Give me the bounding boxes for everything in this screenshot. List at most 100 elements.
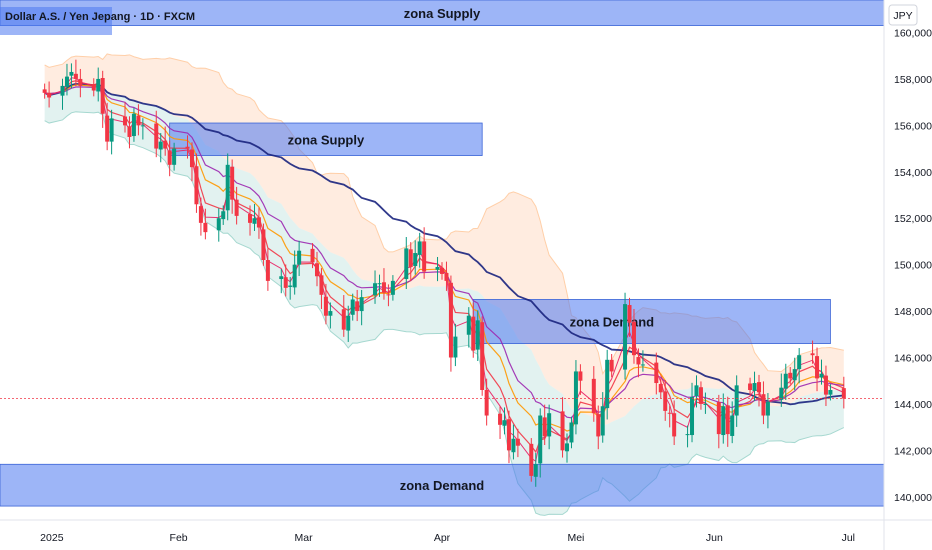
zone-box[interactable] [472, 299, 831, 344]
zone-box[interactable] [169, 122, 483, 156]
candle-body [265, 260, 270, 281]
candle-body [78, 78, 83, 86]
candle-body [542, 417, 547, 437]
x-tick-label: Jul [842, 532, 855, 544]
candle-body [502, 420, 507, 426]
candle-body [256, 217, 261, 228]
y-tick-label: 142,000 [894, 445, 932, 457]
candle-body [466, 315, 471, 335]
title-backdrop [0, 7, 112, 35]
candle-body [323, 296, 328, 316]
candle-body [297, 250, 302, 265]
y-tick-label: 154,000 [894, 167, 932, 179]
candle-body [185, 146, 190, 149]
zone-box[interactable] [0, 0, 885, 26]
candle-body [623, 304, 628, 370]
candle-body [565, 443, 570, 452]
candle-body [841, 388, 846, 399]
candle-body [703, 403, 708, 405]
zone-label: zona Demand [400, 478, 485, 493]
candle-body [823, 375, 828, 395]
candle-body [60, 85, 65, 96]
currency-badge[interactable] [888, 4, 918, 26]
candle-body [350, 299, 355, 315]
candle-body [346, 315, 351, 331]
candle-body [672, 413, 677, 437]
candle-body [600, 406, 605, 436]
candle-body [163, 140, 168, 149]
candle-body [377, 283, 382, 285]
zones-layer: zona Supply zona Supply zona Demand zona De… [0, 0, 885, 507]
candle-body [690, 396, 695, 436]
ma-fast-line [44, 80, 845, 454]
candle-body [511, 438, 516, 453]
candle-body [547, 413, 552, 437]
candles-layer [42, 59, 846, 487]
candle-body [314, 263, 319, 277]
candle-body [788, 372, 793, 379]
candle-body [529, 443, 534, 476]
candle-body [480, 322, 485, 390]
candle-body [422, 241, 427, 272]
candle-body [123, 116, 128, 126]
candle-body [538, 415, 543, 464]
candle-body [663, 391, 668, 411]
candle-body [636, 357, 641, 365]
candle-body [100, 78, 105, 114]
candle-body [230, 166, 235, 200]
candle-body [698, 387, 703, 404]
candle-body [390, 280, 395, 295]
zone-label: zona Demand [570, 315, 655, 330]
candle-body [596, 414, 601, 437]
candle-body [96, 78, 101, 92]
candle-body [444, 273, 449, 281]
candle-body [440, 267, 444, 274]
candle-body [248, 214, 253, 223]
candle-body [386, 294, 391, 296]
candle-body [319, 275, 324, 295]
y-tick-label: 160,000 [894, 28, 932, 40]
candle-body [569, 422, 574, 443]
candle-body [203, 222, 208, 233]
candle-body [131, 113, 136, 137]
x-tick-label: Mei [567, 532, 584, 544]
candle-body [792, 369, 797, 381]
y-tick-label: 140,000 [894, 492, 932, 504]
candle-body [404, 248, 409, 280]
y-tick-label: 148,000 [894, 306, 932, 318]
chart-title: Dollar A.S. / Yen Jepang · 1D · FXCM [5, 11, 195, 23]
candle-body [64, 76, 69, 87]
candle-body [105, 115, 110, 142]
candle-body [435, 266, 440, 270]
y-tick-label: 158,000 [894, 74, 932, 86]
candle-body [47, 92, 52, 98]
candle-body [471, 316, 476, 351]
candle-body [815, 356, 820, 379]
candle-body [328, 311, 333, 316]
candle-body [721, 406, 726, 436]
candle-body [560, 411, 565, 451]
zone-label: zona Supply [404, 6, 481, 21]
y-tick-label: 156,000 [894, 120, 932, 132]
candle-body [154, 123, 159, 149]
candle-body [417, 241, 422, 255]
candle-body [310, 248, 315, 263]
candle-body [819, 373, 824, 378]
candle-body [484, 390, 489, 416]
ma-long-line [44, 83, 844, 406]
price-axis-panel [884, 0, 932, 550]
candle-body [654, 362, 659, 384]
currency-label: JPY [893, 10, 912, 22]
candle-body [288, 285, 293, 287]
candle-body [261, 229, 266, 260]
candle-body [189, 149, 194, 168]
candle-body [658, 383, 663, 393]
zone-label: zona Supply [288, 132, 365, 147]
x-tick-label: Mar [295, 532, 314, 544]
candle-body [413, 253, 418, 267]
candle-body [172, 148, 177, 165]
lower-band-line [44, 111, 845, 516]
candle-body [475, 320, 480, 350]
